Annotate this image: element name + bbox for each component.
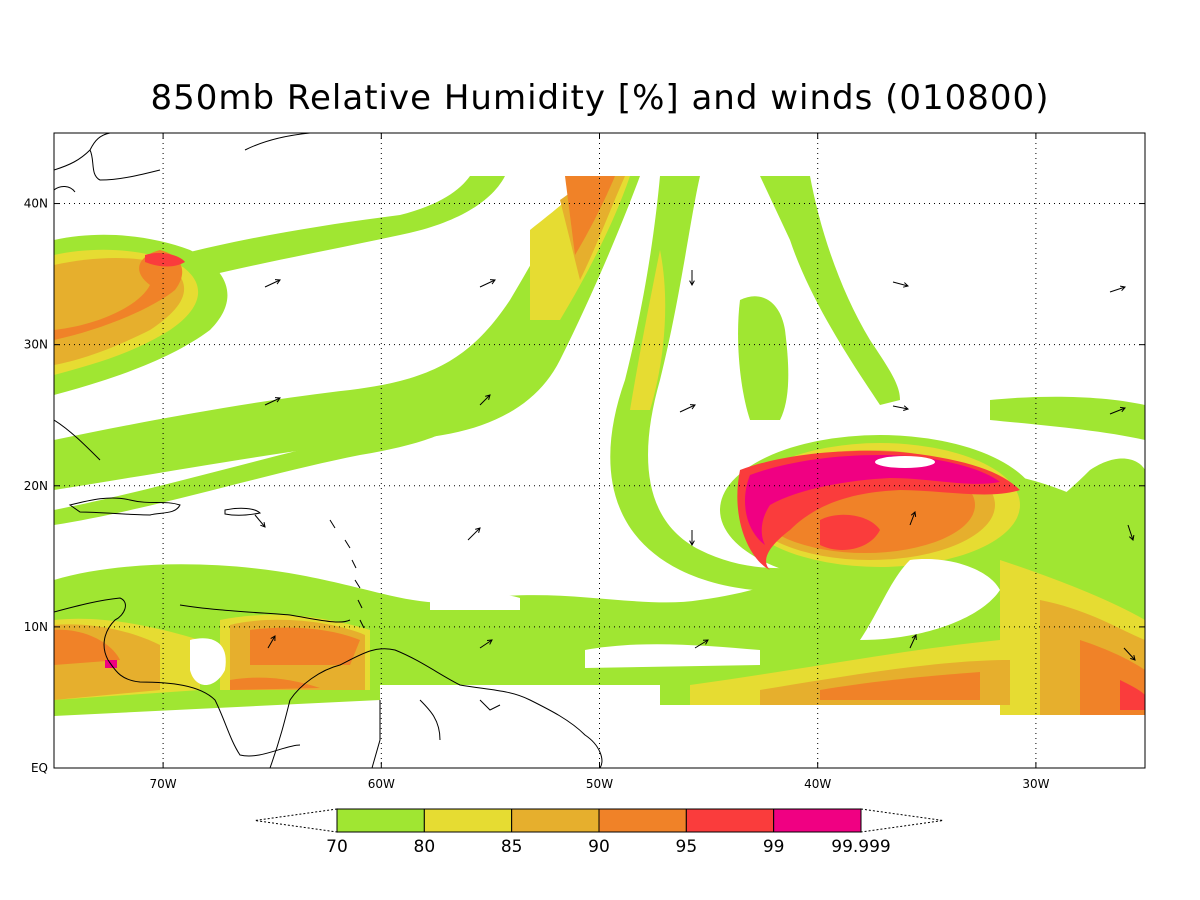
colorbar-label: 90 <box>588 837 610 857</box>
lat-tick-label: 30N <box>24 338 48 352</box>
colorbar-swatch <box>511 808 600 833</box>
map-title: 850mb Relative Humidity [%] and winds (0… <box>150 78 1050 118</box>
wind-vectors <box>254 270 1136 661</box>
wind-arrow <box>909 511 917 526</box>
puerto-rico-coast <box>224 507 262 516</box>
lesser-antilles-coast <box>329 519 365 629</box>
colorbar-swatch <box>598 808 687 833</box>
rh-clear-patches <box>190 559 1000 685</box>
colorbar-swatch <box>423 808 513 833</box>
lon-tick-label: 40W <box>804 777 831 791</box>
rh-band-diagonal-1 <box>54 176 640 490</box>
rh-band-diagonal-2 <box>54 400 480 525</box>
wind-arrow <box>1123 647 1136 661</box>
north-america-coast <box>54 133 161 193</box>
colorbar-label: 99 <box>763 837 785 857</box>
lat-tick-label: EQ <box>31 761 48 775</box>
lat-tick-label: 40N <box>24 197 48 211</box>
graticule <box>54 133 1145 768</box>
colorbar-right-extension <box>860 808 944 833</box>
wind-arrow <box>892 281 910 288</box>
wind-arrow <box>1109 406 1126 415</box>
rh-storm-gap <box>875 456 935 468</box>
lon-tick-label: 50W <box>586 777 613 791</box>
colorbar-label: 99.999 <box>831 837 890 857</box>
colorbar-label: 80 <box>414 837 436 857</box>
wind-arrow <box>892 405 910 411</box>
axes: 70W 60W 50W 40W 30W EQ 10N 20N 30N 40N <box>24 133 1145 791</box>
colorbar: 70 80 85 90 95 99 99.999 <box>254 808 944 857</box>
wind-arrow <box>479 394 491 406</box>
lon-tick-label: 30W <box>1022 777 1049 791</box>
coastlines <box>54 133 603 768</box>
colorbar-swatch <box>685 808 775 833</box>
lat-tick-label: 10N <box>24 620 48 634</box>
wind-arrow <box>694 639 709 649</box>
wind-arrow <box>689 270 695 287</box>
wind-arrow <box>909 634 917 649</box>
rh-band-mid <box>738 296 789 420</box>
wind-arrow <box>689 530 695 547</box>
colorbar-label: 95 <box>676 837 698 857</box>
lon-tick-label: 70W <box>150 777 177 791</box>
lat-tick-label: 20N <box>24 479 48 493</box>
rh-storm-tail <box>980 470 1145 620</box>
wind-arrow <box>467 527 481 541</box>
wind-arrow <box>264 279 281 288</box>
colorbar-swatch <box>773 808 862 833</box>
wind-arrow <box>479 279 496 288</box>
colorbar-label: 85 <box>501 837 523 857</box>
colorbar-label: 70 <box>326 837 348 857</box>
rh-band-north <box>160 176 505 280</box>
rh-band-east <box>990 396 1145 440</box>
rh-band-northeast <box>760 176 900 405</box>
wind-arrow <box>679 404 696 413</box>
cuba-coast <box>54 419 101 461</box>
colorbar-left-extension <box>254 808 338 833</box>
lon-tick-label: 60W <box>368 777 395 791</box>
central-america-coast <box>54 597 351 757</box>
colorbar-swatch <box>336 808 425 833</box>
south-america-coast <box>269 648 603 768</box>
wind-arrow <box>254 514 266 528</box>
nova-scotia-coast <box>244 133 311 151</box>
wind-arrow <box>267 635 276 649</box>
wind-arrow <box>264 397 281 406</box>
wind-arrow <box>479 639 493 649</box>
wind-arrow <box>1127 524 1135 541</box>
wind-arrow <box>1109 285 1126 293</box>
hispaniola-coast <box>68 497 181 516</box>
humidity-field <box>54 176 1145 716</box>
